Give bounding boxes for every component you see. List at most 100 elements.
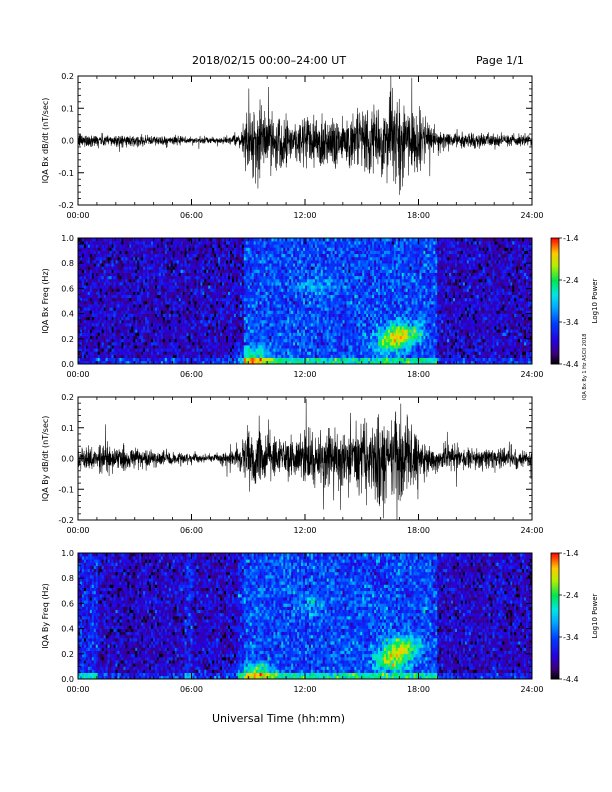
x-tick-label: 12:00 (293, 211, 316, 220)
page-label: Page 1/1 (476, 54, 524, 67)
panel-1-axes: 00:00 06:00 12:00 18:00 24:00 -0.2 -0.1 0.0 0.1 0… (41, 72, 544, 220)
colorbar-segment (551, 553, 559, 556)
colorbar-segment (551, 580, 559, 583)
colorbar-segment (551, 664, 559, 667)
colorbar-segment (551, 666, 559, 669)
colorbar-segment (551, 559, 559, 562)
colorbar-segment (551, 676, 559, 680)
colorbar-segment (551, 628, 559, 632)
x-tick-label: 00:00 (66, 370, 89, 379)
x-tick-label: 00:00 (66, 685, 89, 694)
colorbar-segment (551, 248, 559, 251)
colorbar-segment (551, 303, 559, 306)
colorbar-segment (551, 569, 559, 573)
colorbar-segment (551, 639, 559, 642)
colorbar-tick-label: -2.4 (563, 591, 579, 600)
x-tick-label: 18:00 (407, 370, 430, 379)
y-axis-title: IQA Bx Freq (Hz) (41, 268, 50, 334)
colorbar-segment (551, 647, 559, 650)
colorbar-segment (551, 620, 559, 623)
colorbar-segment (551, 603, 559, 606)
colorbar-segment (551, 355, 559, 359)
colorbar-segment (551, 311, 559, 314)
spectrogram-4 (78, 553, 533, 680)
colorbar-segment (551, 674, 559, 678)
colorbar-segment (551, 292, 559, 296)
colorbar-segment (551, 658, 559, 661)
colorbar-segment (551, 662, 559, 665)
colorbar-segment (551, 590, 559, 594)
colorbar-segment (551, 643, 559, 646)
colorbar-segment (551, 607, 559, 611)
colorbar-segment (551, 605, 559, 608)
colorbar-segment (551, 655, 559, 659)
y-tick-label: -0.2 (58, 516, 74, 525)
colorbar-segment (551, 595, 559, 598)
colorbar-segment (551, 330, 559, 333)
panel-4-axes: 00:00 06:00 12:00 18:00 24:00 0.0 0.2 0.4 0.6 0.8… (41, 549, 544, 694)
colorbar-segment (551, 588, 559, 592)
colorbar-segment (551, 574, 559, 577)
x-tick-label: 06:00 (180, 526, 203, 535)
colorbar-tick-label: -4.4 (563, 675, 579, 684)
colorbar-tick-label: -1.4 (563, 549, 579, 558)
colorbar-segment (551, 252, 559, 256)
colorbar-segment (551, 322, 559, 325)
colorbar-segment (551, 265, 559, 268)
date-title: 2018/02/15 00:00–24:00 UT (192, 54, 347, 67)
colorbar-segment (551, 273, 559, 277)
colorbar-segment (551, 286, 559, 289)
colorbar-segment (551, 561, 559, 564)
x-tick-label: 24:00 (520, 526, 543, 535)
y-tick-label: 0.6 (61, 599, 74, 608)
y-axis-title: IQA Bx dB/dt (nT/sec) (41, 98, 50, 184)
y-tick-label: 0.2 (61, 393, 74, 402)
colorbar-segment (551, 618, 559, 621)
colorbar-segment (551, 557, 559, 560)
colorbar-segment (551, 649, 559, 653)
colorbar-segment (551, 563, 559, 566)
colorbar-2: -1.4 -2.4 -3.4 -4.4 Log10 Power (550, 234, 599, 369)
colorbar-segment (551, 343, 559, 346)
x-tick-label: 00:00 (66, 211, 89, 220)
colorbar-segment (551, 238, 559, 241)
y-tick-label: 0.0 (61, 137, 74, 146)
colorbar-segment (551, 242, 559, 245)
y-tick-label: 0.2 (61, 650, 74, 659)
colorbar-segment (551, 668, 559, 671)
x-tick-label: 00:00 (66, 526, 89, 535)
colorbar-segment (551, 576, 559, 579)
colorbar-segment (551, 334, 559, 338)
colorbar-title: Log10 Power (591, 593, 599, 638)
colorbar-frame (550, 237, 560, 365)
y-tick-label: 0.8 (61, 574, 74, 583)
colorbar-segment (551, 240, 559, 243)
x-tick-label: 12:00 (293, 685, 316, 694)
colorbar-tick-label: -3.4 (563, 318, 579, 327)
colorbar-segment (551, 578, 559, 581)
colorbar-segment (551, 351, 559, 354)
colorbar-segment (551, 307, 559, 310)
colorbar-segment (551, 301, 559, 304)
colorbar-segment (551, 328, 559, 331)
colorbar-segment (551, 637, 559, 640)
colorbar-segment (551, 565, 559, 569)
colorbar-segment (551, 651, 559, 655)
series-line (78, 398, 532, 520)
colorbar-segment (551, 630, 559, 634)
colorbar-segment (551, 305, 559, 308)
side-note: IQA Bx By 1 Hz ASCII 2018 (582, 333, 588, 400)
y-tick-label: 0.1 (61, 424, 74, 433)
x-tick-label: 24:00 (520, 685, 543, 694)
colorbar-segment (551, 296, 559, 300)
y-tick-label: 0.6 (61, 284, 74, 293)
y-tick-label: -0.2 (58, 201, 74, 210)
colorbar-segment (551, 586, 559, 590)
colorbar-segment (551, 294, 559, 298)
x-tick-label: 18:00 (407, 526, 430, 535)
y-axis-title: IQA By dB/dt (nT/sec) (41, 416, 50, 502)
colorbar-segment (551, 571, 559, 575)
colorbar-segment (551, 271, 559, 275)
colorbar-segment (551, 599, 559, 602)
colorbar-segment (551, 626, 559, 629)
